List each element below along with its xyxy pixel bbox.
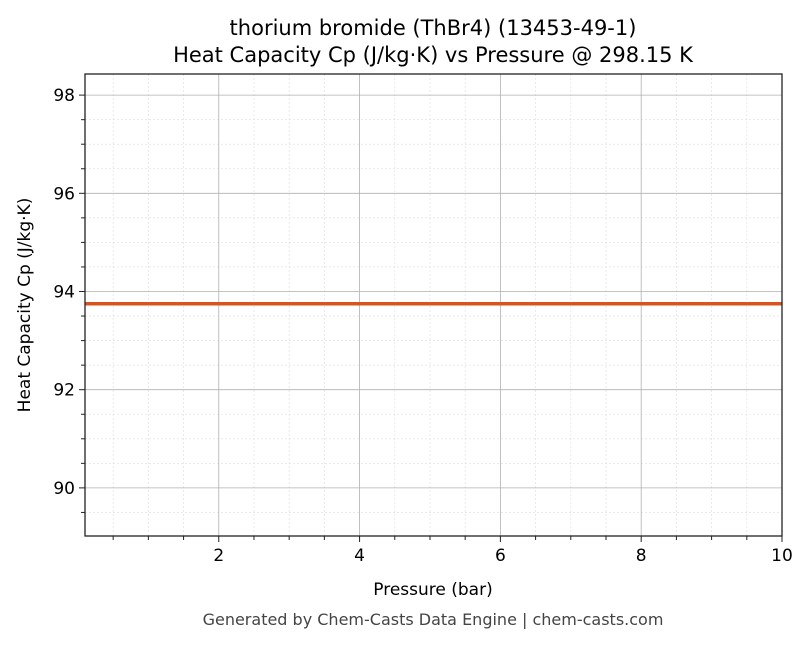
ticks: 2 4 6 8 10 90 92 94 96 98 bbox=[53, 86, 792, 566]
chart-title: thorium bromide (ThBr4) (13453-49-1) bbox=[230, 16, 637, 40]
y-tick-label: 92 bbox=[53, 381, 75, 401]
x-axis-label: Pressure (bar) bbox=[373, 580, 492, 600]
x-tick-label: 2 bbox=[213, 546, 224, 566]
y-tick-label: 90 bbox=[53, 479, 75, 499]
chart-subtitle: Heat Capacity Cp (J/kg·K) vs Pressure @ … bbox=[173, 43, 694, 67]
plot-frame bbox=[84, 73, 783, 537]
x-tick-label: 6 bbox=[495, 546, 506, 566]
x-tick-label: 8 bbox=[636, 546, 647, 566]
x-tick-label: 10 bbox=[771, 546, 793, 566]
x-tick-label: 4 bbox=[354, 546, 365, 566]
y-tick-label: 96 bbox=[53, 184, 75, 204]
y-tick-label: 98 bbox=[53, 86, 75, 106]
footer-credit: Generated by Chem-Casts Data Engine | ch… bbox=[203, 610, 664, 629]
y-tick-label: 94 bbox=[53, 282, 75, 302]
y-axis-label: Heat Capacity Cp (J/kg·K) bbox=[15, 198, 35, 413]
